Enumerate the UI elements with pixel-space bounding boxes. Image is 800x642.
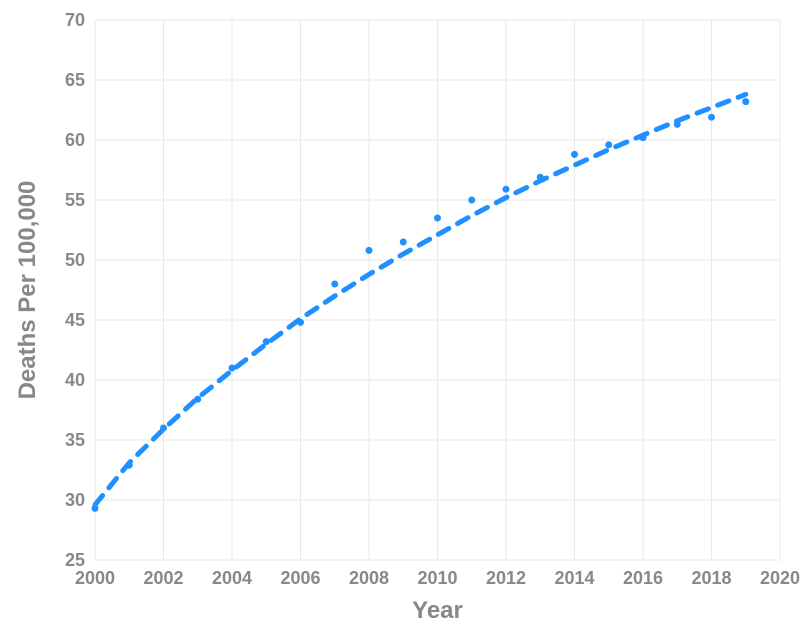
data-point xyxy=(503,186,510,193)
data-point xyxy=(263,338,270,345)
data-point xyxy=(468,197,475,204)
y-tick-label: 60 xyxy=(65,130,85,150)
data-point xyxy=(229,365,236,372)
deaths-chart: 2000 2002 2004 2006 2008 2010 2012 2014 2016 2018… xyxy=(0,0,800,642)
y-tick-label: 35 xyxy=(65,430,85,450)
x-tick-label: 2000 xyxy=(75,568,115,588)
data-point xyxy=(331,281,338,288)
x-tick-label: 2020 xyxy=(760,568,800,588)
data-point xyxy=(571,151,578,158)
y-tick-label: 40 xyxy=(65,370,85,390)
y-tick-label: 30 xyxy=(65,490,85,510)
data-point xyxy=(708,114,715,121)
data-point xyxy=(640,134,647,141)
data-point xyxy=(605,141,612,148)
x-tick-label: 2006 xyxy=(280,568,320,588)
chart-background xyxy=(0,0,800,642)
x-tick-label: 2018 xyxy=(691,568,731,588)
x-axis-label: Year xyxy=(412,597,463,624)
y-tick-label: 65 xyxy=(65,70,85,90)
x-tick-label: 2008 xyxy=(349,568,389,588)
data-point xyxy=(742,98,749,105)
data-point xyxy=(194,396,201,403)
x-tick-label: 2004 xyxy=(212,568,252,588)
y-tick-label: 25 xyxy=(65,550,85,570)
data-point xyxy=(126,462,133,469)
data-point xyxy=(537,174,544,181)
data-point xyxy=(400,239,407,246)
x-tick-label: 2016 xyxy=(623,568,663,588)
y-axis-label: Deaths Per 100,000 xyxy=(14,181,41,400)
y-tick-label: 55 xyxy=(65,190,85,210)
y-tick-label: 50 xyxy=(65,250,85,270)
data-point xyxy=(92,505,99,512)
x-tick-label: 2002 xyxy=(143,568,183,588)
x-tick-label: 2014 xyxy=(554,568,594,588)
data-point xyxy=(674,121,681,128)
y-tick-label: 70 xyxy=(65,10,85,30)
data-point xyxy=(434,215,441,222)
x-tick-label: 2010 xyxy=(417,568,457,588)
x-tick-label: 2012 xyxy=(486,568,526,588)
data-point xyxy=(366,247,373,254)
y-tick-label: 45 xyxy=(65,310,85,330)
data-point xyxy=(297,319,304,326)
data-point xyxy=(160,425,167,432)
chart-container: 2000 2002 2004 2006 2008 2010 2012 2014 2016 2018… xyxy=(0,0,800,642)
